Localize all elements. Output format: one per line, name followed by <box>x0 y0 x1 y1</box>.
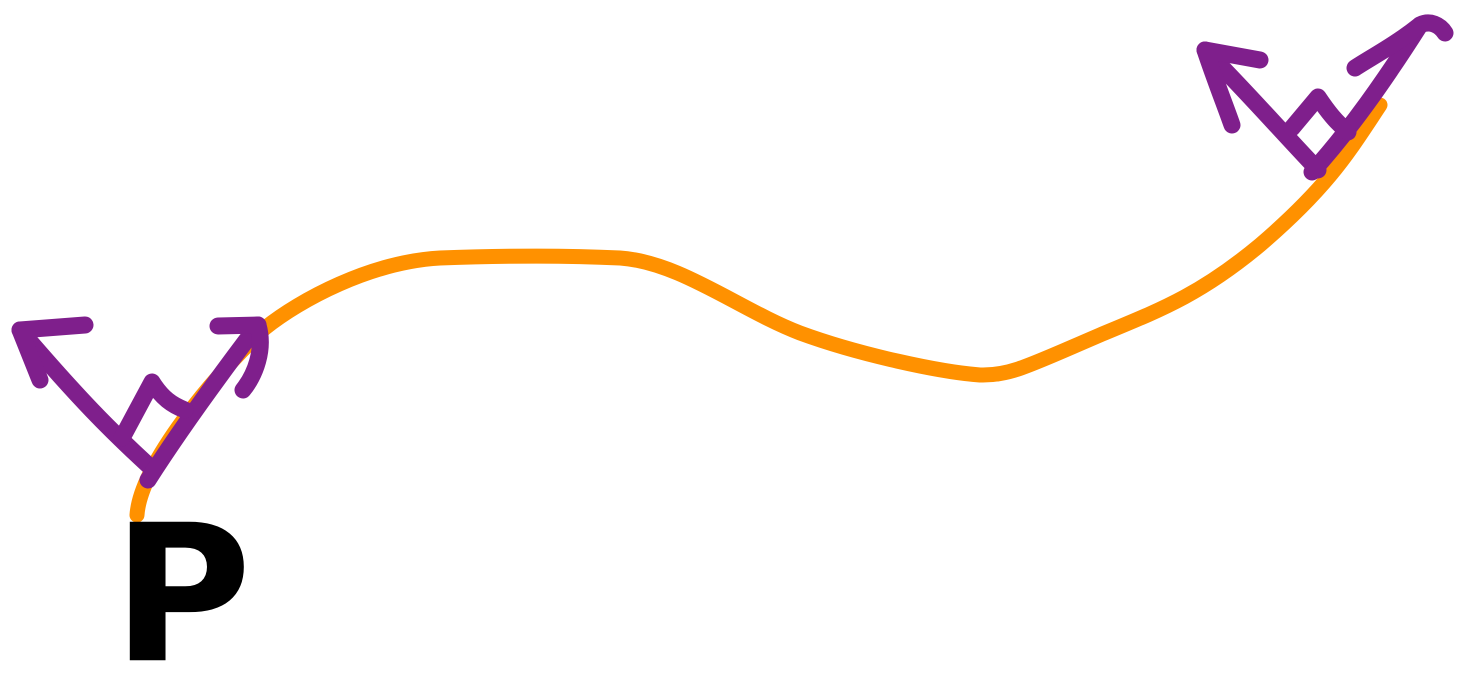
frame-left <box>11 316 269 489</box>
frame-right <box>1196 14 1454 181</box>
point-label: P <box>112 484 251 691</box>
curve <box>129 97 1388 523</box>
